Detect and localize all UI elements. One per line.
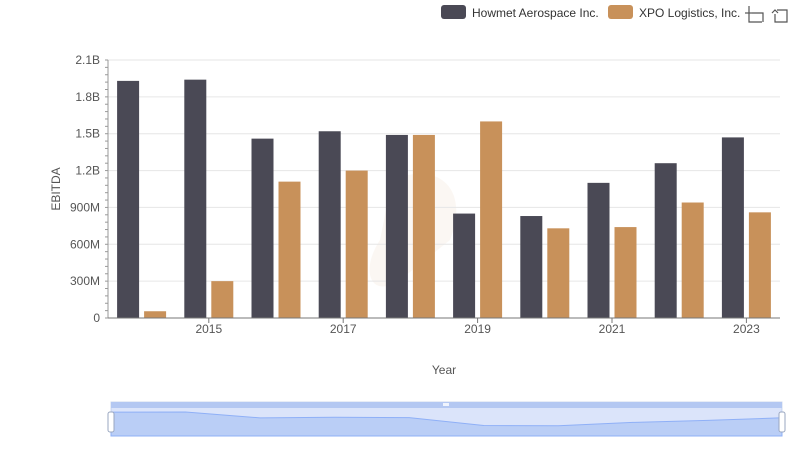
zoom-select-icon[interactable] <box>745 6 764 23</box>
x-tick-label: 2015 <box>195 322 222 336</box>
bars-layer <box>117 79 771 319</box>
data-zoom-slider[interactable] <box>107 401 786 437</box>
bar-xpo-2023[interactable] <box>748 212 771 318</box>
legend-item-howmet[interactable]: Howmet Aerospace Inc. <box>441 5 599 20</box>
x-tick-label: 2023 <box>733 322 760 336</box>
bar-howmet-2023[interactable] <box>721 137 744 318</box>
y-tick-label: 900M <box>70 200 100 214</box>
y-tick-label: 300M <box>70 274 100 288</box>
legend: Howmet Aerospace Inc. XPO Logistics, Inc… <box>441 5 740 20</box>
y-tick-label: 0 <box>93 311 100 325</box>
y-tick-label: 1.8B <box>75 90 100 104</box>
y-tick-label: 600M <box>70 237 100 251</box>
bar-howmet-2020[interactable] <box>520 216 543 318</box>
y-tick-label: 1.2B <box>75 164 100 178</box>
bar-xpo-2017[interactable] <box>345 170 368 318</box>
y-axis: 0 300M 600M 900M 1.2B 1.5B 1.8B 2.1B <box>70 53 109 325</box>
y-tick-label: 1.5B <box>75 127 100 141</box>
bar-xpo-2015[interactable] <box>211 281 234 318</box>
bar-howmet-2019[interactable] <box>453 213 476 318</box>
bar-xpo-2016[interactable] <box>278 181 301 318</box>
x-axis-title: Year <box>432 363 456 377</box>
bar-howmet-2016[interactable] <box>251 138 274 318</box>
legend-label-xpo: XPO Logistics, Inc. <box>639 6 740 20</box>
legend-swatch-howmet <box>441 5 466 19</box>
y-axis-title: EBITDA <box>49 167 63 210</box>
bar-xpo-2022[interactable] <box>681 202 704 318</box>
bar-xpo-2014[interactable] <box>144 311 167 318</box>
bar-xpo-2018[interactable] <box>412 134 435 318</box>
data-zoom-handle-right[interactable] <box>778 411 786 433</box>
legend-item-xpo[interactable]: XPO Logistics, Inc. <box>608 5 740 20</box>
bar-howmet-2017[interactable] <box>318 131 341 318</box>
x-tick-label: 2019 <box>464 322 491 336</box>
x-axis: 2015 2017 2019 2021 2023 <box>108 317 780 336</box>
bar-xpo-2020[interactable] <box>547 228 570 318</box>
zoom-reset-icon[interactable] <box>771 9 788 23</box>
bar-howmet-2014[interactable] <box>117 80 140 318</box>
legend-swatch-xpo <box>608 5 633 19</box>
y-tick-label: 2.1B <box>75 53 100 67</box>
bar-xpo-2021[interactable] <box>614 227 637 318</box>
bar-howmet-2015[interactable] <box>184 79 207 319</box>
data-zoom-center-grip[interactable] <box>443 403 449 406</box>
x-tick-label: 2017 <box>330 322 357 336</box>
x-tick-label: 2021 <box>599 322 626 336</box>
bar-howmet-2021[interactable] <box>587 182 610 318</box>
bar-xpo-2019[interactable] <box>480 121 503 318</box>
bar-howmet-2022[interactable] <box>654 163 677 318</box>
legend-label-howmet: Howmet Aerospace Inc. <box>472 6 599 20</box>
bar-howmet-2018[interactable] <box>385 134 408 318</box>
data-zoom-handle-left[interactable] <box>107 411 115 433</box>
